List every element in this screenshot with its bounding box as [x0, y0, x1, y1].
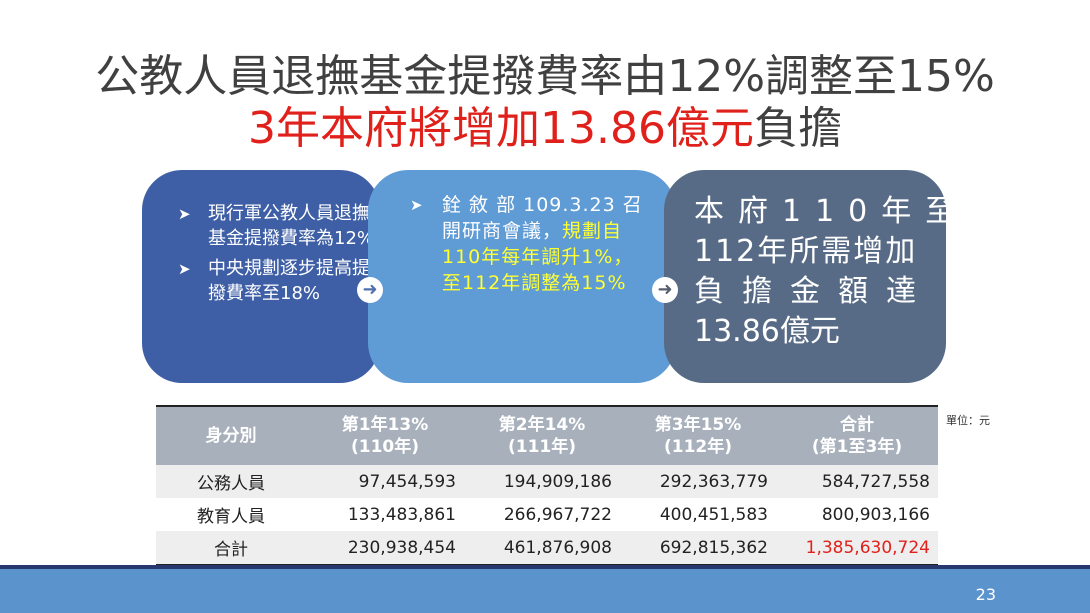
cell-grand-total: 1,385,630,724 — [776, 531, 938, 566]
cell-year1: 97,454,593 — [306, 465, 464, 498]
footer-bar: 23 — [0, 569, 1090, 613]
summary-line1: 本府110年至 — [694, 194, 970, 229]
plan-highlight-text: 規劃自110年每年調升1%，至112年調整為15% — [442, 220, 634, 294]
row-label: 教育人員 — [197, 507, 265, 527]
table-row: 公務人員 97,454,593 194,909,186 292,363,779 … — [156, 465, 938, 498]
title-tail: 負擔 — [753, 103, 842, 154]
table-row: 教育人員 133,483,861 266,967,722 400,451,583… — [156, 498, 938, 531]
header-total: 合計 (第1至3年) — [776, 406, 938, 465]
header-year2: 第2年14% (111年) — [464, 406, 620, 465]
cell-year3: 692,815,362 — [620, 531, 776, 566]
bullet-current-rate: ➤ 現行軍公教人員退撫基金提撥費率為12% — [176, 202, 376, 251]
table-row: 合計 230,938,454 461,876,908 692,815,362 1… — [156, 531, 938, 566]
ministry-plan-box: ➤ 銓 敘 部 109.3.23 召開研商會議，規劃自110年每年調升1%，至1… — [368, 170, 676, 383]
cell-year2: 194,909,186 — [464, 465, 620, 498]
cell-total: 584,727,558 — [776, 465, 938, 498]
title-highlight: 3年本府將增加13.86億元 — [248, 103, 754, 154]
plan-meeting-text: 銓 敘 部 109.3.23 召開研商會議， — [442, 194, 643, 242]
cell-year2: 266,967,722 — [503, 504, 612, 525]
summary-line2: 112年所需增加 — [694, 234, 918, 269]
arrow-right-icon: ➜ — [357, 277, 383, 303]
summary-line4: 13.86億元 — [694, 314, 840, 349]
bullet-text: 中央規劃逐步提高提撥費率至18% — [208, 258, 370, 304]
cell-year2: 461,876,908 — [464, 531, 620, 566]
arrow-right-icon: ➜ — [652, 277, 678, 303]
header-year3: 第3年15% (112年) — [620, 406, 776, 465]
contribution-table: 身分別 第1年13% (110年) 第2年14% (111年) 第3年15% (112… — [156, 405, 938, 566]
burden-summary-box: 本府110年至 112年所需增加 負擔金額達 13.86億元 — [664, 170, 970, 383]
row-label: 公務人員 — [156, 465, 306, 498]
cell-year1: 230,938,454 — [306, 531, 464, 566]
arrow-bullet-icon: ➤ — [178, 260, 191, 278]
row-label: 合計 — [156, 531, 306, 566]
unit-label: 單位：元 — [946, 414, 990, 427]
footer-divider — [0, 565, 1090, 569]
bullet-central-plan: ➤ 中央規劃逐步提高提撥費率至18% — [176, 257, 376, 306]
header-year1: 第1年13% (110年) — [306, 406, 464, 465]
bullet-text: 現行軍公教人員退撫基金提撥費率為12% — [208, 203, 375, 249]
cell-year1: 133,483,861 — [347, 504, 456, 525]
summary-line3: 負擔金額達 — [694, 274, 934, 309]
ministry-plan-text: ➤ 銓 敘 部 109.3.23 召開研商會議，規劃自110年每年調升1%，至1… — [410, 192, 650, 296]
cell-year3: 400,451,583 — [659, 504, 768, 525]
page-number: 23 — [975, 585, 996, 604]
header-identity: 身分別 — [156, 406, 306, 465]
slide-title-line2: 3年本府將增加13.86億元負擔 — [0, 102, 1090, 156]
cell-year3: 292,363,779 — [620, 465, 776, 498]
current-rate-box: ➤ 現行軍公教人員退撫基金提撥費率為12% ➤ 中央規劃逐步提高提撥費率至18% — [142, 170, 380, 383]
arrow-bullet-icon: ➤ — [410, 196, 423, 214]
cell-total: 800,903,166 — [821, 504, 930, 525]
slide-title-line1: 公教人員退撫基金提撥費率由12%調整至15% — [95, 51, 995, 102]
arrow-bullet-icon: ➤ — [178, 205, 191, 223]
